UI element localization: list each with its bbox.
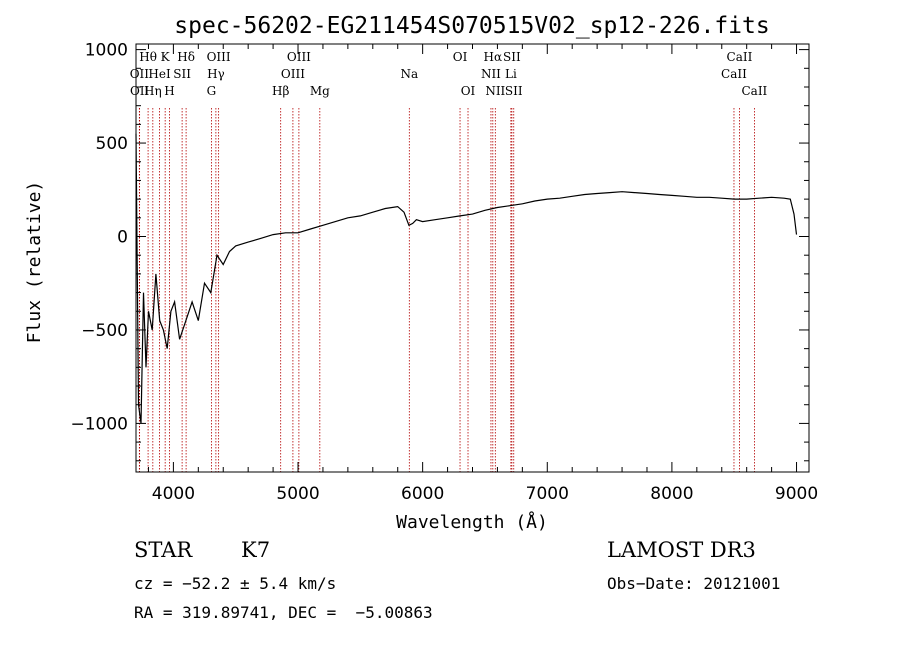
line-label: Na (400, 67, 418, 81)
object-class: STAR (134, 538, 193, 562)
line-label: HeI (148, 67, 171, 81)
x-tick-label: 6000 (401, 484, 444, 504)
line-markers (138, 108, 755, 472)
x-tick-label: 4000 (152, 484, 195, 504)
chart-title: spec-56202-EG211454S070515V02_sp12-226.f… (174, 13, 769, 39)
line-label: Hδ (177, 50, 195, 64)
redshift-velocity: cz = −52.2 ± 5.4 km/s (134, 574, 337, 593)
y-tick-label: 0 (117, 228, 128, 248)
y-tick-label: 500 (96, 134, 128, 154)
x-tick-label: 9000 (775, 484, 818, 504)
survey-name: LAMOST DR3 (607, 538, 756, 562)
line-label: OII (130, 84, 150, 98)
y-tick-label: −500 (81, 321, 128, 341)
line-label: SII (503, 50, 521, 64)
line-label: Hβ (272, 84, 289, 98)
line-label: SII (505, 84, 523, 98)
line-label: Mg (310, 84, 330, 98)
x-tick-label: 7000 (526, 484, 569, 504)
y-tick-label: 1000 (85, 41, 128, 61)
x-tick-label: 5000 (276, 484, 319, 504)
line-label: Hη (144, 84, 162, 98)
x-tick-label: 8000 (650, 484, 693, 504)
line-label: Li (505, 67, 517, 81)
line-label: SII (173, 67, 191, 81)
line-label: CaII (727, 50, 753, 64)
observation-date: Obs−Date: 20121001 (607, 574, 781, 593)
x-axis-ticks: 4000 5000 6000 7000 8000 9000 (147, 44, 818, 504)
object-subclass: K7 (241, 538, 271, 562)
line-label: NII (485, 84, 505, 98)
line-label: CaII (741, 84, 767, 98)
sky-coordinates: RA = 319.89741, DEC = −5.00863 (134, 603, 433, 622)
line-label: Hγ (207, 67, 225, 81)
line-label: K (161, 50, 171, 64)
line-label: OIII (281, 67, 305, 81)
line-label: Hα (484, 50, 503, 64)
x-axis-label: Wavelength (Å) (396, 511, 548, 533)
line-label: OI (453, 50, 468, 64)
line-label: OIII (207, 50, 231, 64)
y-axis-ticks: −1000 −500 0 500 1000 (70, 41, 809, 462)
line-label: CaII (721, 67, 747, 81)
line-label: OII (130, 67, 150, 81)
spectrum-line (135, 133, 798, 424)
line-label: H (164, 84, 174, 98)
y-tick-label: −1000 (70, 414, 128, 434)
line-label: G (207, 84, 217, 98)
line-label: Hθ (139, 50, 157, 64)
line-label: NII (481, 67, 501, 81)
y-axis-label: Flux (relative) (24, 181, 45, 344)
line-label: OIII (287, 50, 311, 64)
plot-frame (135, 43, 810, 473)
line-label: OI (461, 84, 476, 98)
line-labels: Hθ OII OII K HeI Hη SII H Hδ OIII Hγ G Hβ OIII OIII Mg N… (130, 50, 768, 98)
